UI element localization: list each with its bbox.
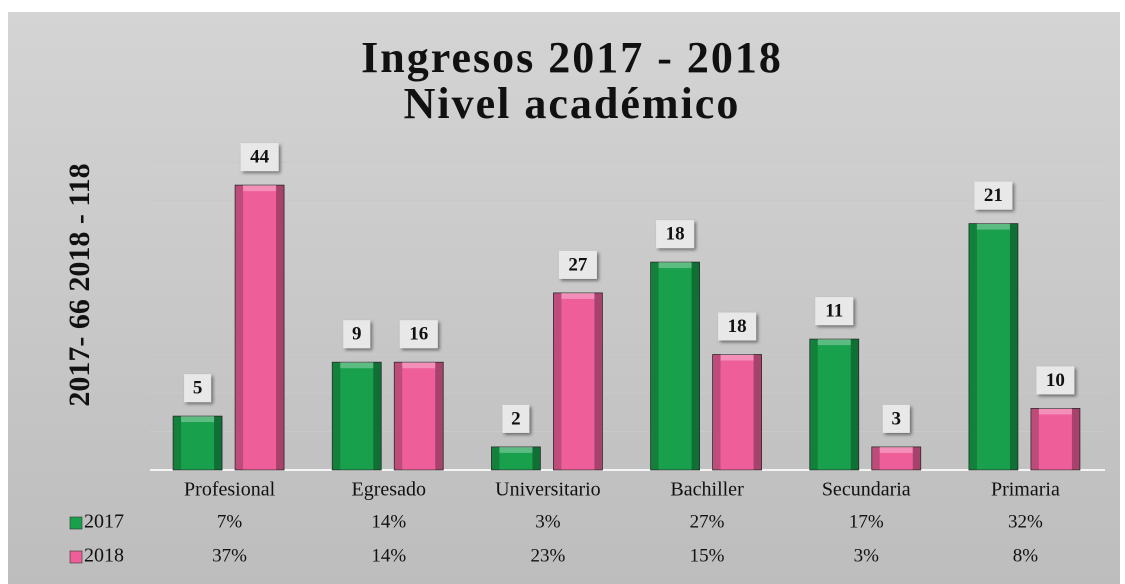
bar-shade [1009,223,1018,470]
chart-subtitle: Nivel académico [404,79,741,128]
bar-shade [214,416,223,470]
data-label-box [558,250,597,279]
table-cell: 17% [849,511,884,532]
x-tick-label: Universitario [495,479,601,501]
table-cell: 7% [217,511,243,532]
data-label-box [343,320,371,349]
bar-highlight [879,446,913,453]
data-label-box [502,404,530,433]
bar [712,354,762,471]
data-label-box [184,374,212,403]
bar-highlight [817,339,851,346]
bar-shade [373,362,382,470]
table-cell: 3% [535,511,561,532]
bar-shade [1030,408,1039,470]
bar [553,292,603,471]
bar-highlight [658,262,692,269]
data-label-box [399,320,438,349]
legend-label: 2018 [84,545,124,567]
bar [871,446,922,471]
bar-shade [691,262,700,470]
bar-shade [912,446,921,470]
table-cell: 14% [371,511,406,532]
bar-shade [332,362,341,470]
data-label: 2 [511,408,521,429]
table-cell: 37% [212,545,247,566]
bar [968,223,1019,471]
bar-highlight [340,362,374,369]
bar [650,261,700,471]
table-cell: 27% [690,511,725,532]
bar-shade [1071,408,1080,470]
bar [809,338,860,471]
data-label: 27 [568,254,588,275]
bar [491,446,541,471]
bar [234,184,285,471]
data-label: 44 [250,146,270,167]
data-label: 3 [892,408,902,429]
bar-shade [276,185,285,470]
table-cell: 15% [690,545,725,566]
bar-shade [712,354,721,470]
legend-swatch [69,516,83,530]
x-tick-label: Primaria [991,479,1060,501]
chart-title: Ingresos 2017 - 2018 [361,33,783,82]
data-label: 16 [409,324,428,345]
data-label-box [974,181,1013,210]
bar-shade [553,292,562,470]
bar [1030,407,1081,471]
bar-shade [394,362,403,470]
y-axis-label: 2017- 66 2018 - 118 [63,163,96,406]
data-label-box [718,312,757,341]
legend-swatch [69,550,83,564]
data-label: 5 [193,377,203,398]
x-tick-label: Secundaria [822,479,911,501]
bar-highlight [243,185,277,192]
bar-highlight [561,292,595,299]
bar-highlight [181,416,215,423]
x-tick-label: Bachiller [670,479,744,501]
legend-label: 2017 [84,511,124,533]
bar-shade [753,354,762,470]
table-cell: 8% [1013,545,1039,566]
bar-shade [173,416,182,470]
bar-shade [491,446,500,470]
data-label: 10 [1046,370,1065,391]
x-tick-label: Egresado [352,479,426,501]
x-tick-label: Profesional [184,479,276,501]
bar [393,361,444,471]
table-cell: 32% [1008,511,1043,532]
bar-shade [235,185,244,470]
bar-highlight [499,446,533,453]
data-label: 9 [352,324,362,345]
bar-highlight [720,354,754,361]
bar-shade [968,223,977,470]
bar-highlight [976,223,1010,230]
data-label-box [882,404,910,433]
data-label: 18 [666,223,685,244]
bar-highlight [402,362,436,369]
table-cell: 23% [531,545,566,566]
bar-shade [850,339,859,470]
bar [172,415,223,471]
bar-shade [871,446,880,470]
bar-shade [532,446,541,470]
bar [331,361,382,471]
table-cell: 3% [854,545,880,566]
data-label-box [815,297,854,326]
data-label: 18 [728,316,747,337]
bar-shade [650,262,659,470]
data-label: 21 [984,185,1003,206]
data-label-box [656,220,695,249]
data-label-box [240,143,279,172]
bar-shade [594,292,603,470]
bar-shade [809,339,818,470]
data-label-box [1036,366,1075,395]
table-cell: 14% [371,545,406,566]
bar-highlight [1038,408,1072,415]
data-label: 11 [825,300,843,321]
bar-shade [435,362,444,470]
